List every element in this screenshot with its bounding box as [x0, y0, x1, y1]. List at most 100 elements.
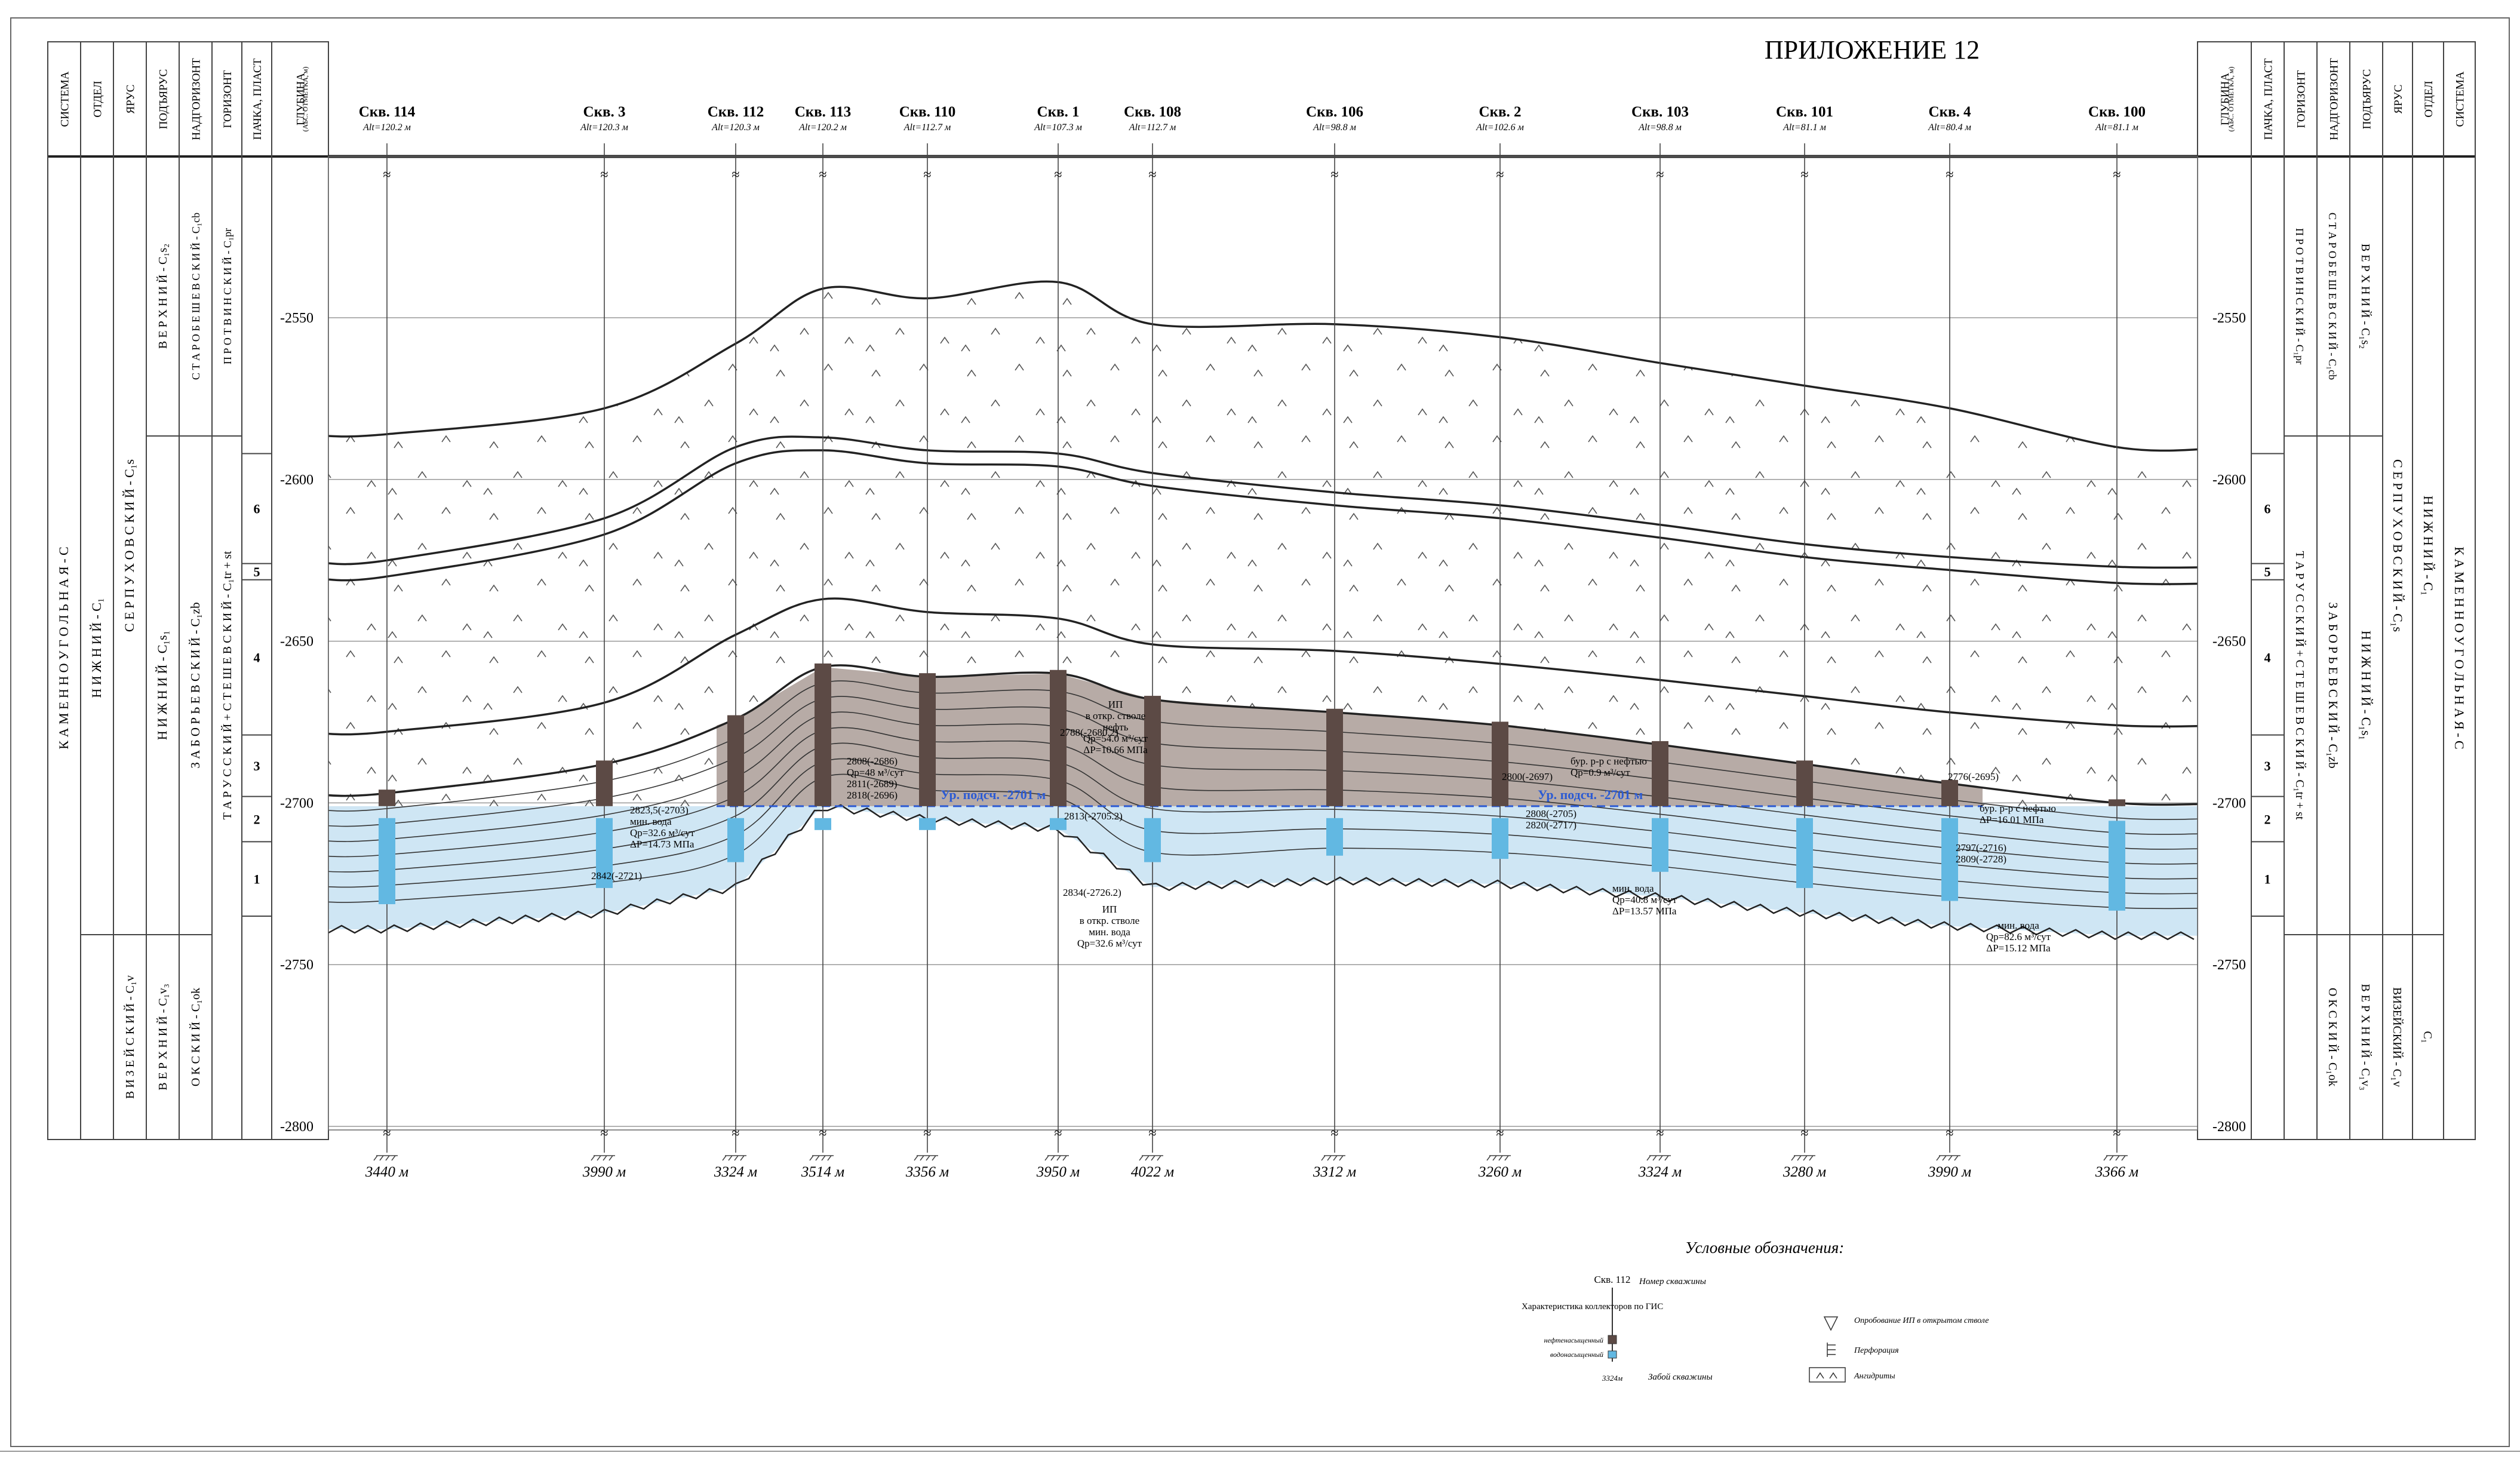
oil-collector — [379, 790, 395, 806]
water-collector — [815, 818, 831, 830]
water-collector — [727, 818, 744, 862]
water-collector — [1326, 818, 1343, 856]
right-header-cell: ЯРУС — [2392, 85, 2405, 114]
well-name: Скв. 106 — [1306, 104, 1363, 120]
strat-label: В Е Р Х Н И Й - С₁v₃ — [2359, 984, 2373, 1090]
test-result-well2: Qp=0.9 м³/сут — [1571, 767, 1630, 778]
well-altitude: Alt=120.2 м — [798, 122, 847, 133]
strat-label: В Е Р Х Н И Й - С₁s₂ — [2359, 244, 2373, 349]
well-total-depth: 3356 м — [905, 1164, 949, 1180]
horizon-r4 — [328, 664, 2198, 806]
break-symbol: ≈ — [1656, 1126, 1664, 1141]
owc-label-2: Ур. подсч. -2701 м — [1538, 787, 1643, 802]
pack-label: 3 — [2264, 758, 2271, 773]
well-total-depth: 3950 м — [1036, 1164, 1080, 1180]
strat-label: Т А Р У С С К И Й + С Т Е Ш Е В С К И Й … — [220, 551, 234, 819]
break-symbol: ≈ — [923, 1126, 931, 1141]
oil-collector — [1326, 708, 1343, 806]
test-result-well113: Qp=48 м³/сут — [847, 767, 904, 778]
strat-label: С Е Р П У Х О В С К И Й - С₁s — [2390, 459, 2405, 632]
well-13: Скв. 100 Alt=81.1 м ≈ ≈3366 м — [2088, 104, 2146, 1180]
oil-collector — [1652, 741, 1668, 806]
oil-collector — [2109, 799, 2125, 806]
well-total-depth: 3312 м — [1313, 1164, 1356, 1180]
test-result-well1: нефть — [1102, 721, 1128, 733]
test-result-well1: 2834(-2726.2) — [1063, 887, 1121, 898]
reservoir-layer — [328, 711, 2198, 850]
reservoir-layers — [328, 680, 2198, 910]
well-name: Скв. 101 — [1776, 104, 1833, 120]
oil-collector — [1941, 779, 1958, 806]
well-total-depth: 3260 м — [1478, 1164, 1522, 1180]
well-total-depth: 3324 м — [714, 1164, 757, 1180]
strat-label: В Е Р Х Н И Й - С₁s₂ — [156, 244, 170, 349]
test-result-well113: 2811(-2689) — [847, 778, 897, 790]
pack-label: 5 — [2264, 564, 2271, 579]
break-symbol: ≈ — [1330, 167, 1338, 183]
section-plot — [328, 155, 2198, 1131]
oil-collector — [727, 715, 744, 806]
reservoir-layer — [328, 680, 2198, 821]
reservoir-layer — [328, 758, 2198, 895]
test-result-well3: 2842(-2721) — [591, 870, 642, 882]
legend-gis-char: Характеристика коллекторов по ГИС — [1522, 1302, 1663, 1312]
test-result-well2: Qp=40.8 м³/сут — [1612, 894, 1677, 905]
strat-label: О К С К И Й - С₁ok — [189, 988, 202, 1086]
depth-label-left: -2550 — [280, 311, 314, 326]
oil-collector — [815, 663, 831, 806]
test-result-well1: в откр. стволе — [1086, 710, 1145, 721]
break-symbol: ≈ — [1054, 167, 1062, 183]
well-altitude: Alt=98.8 м — [1638, 122, 1682, 133]
break-symbol: ≈ — [383, 1126, 391, 1141]
right-header-cell: ОТДЕЛ — [2423, 81, 2435, 117]
well-total-depth: 4022 м — [1131, 1164, 1174, 1180]
right-header-cell: ГОРИЗОНТ — [2295, 70, 2308, 128]
left-header-cell: СИСТЕМА — [59, 71, 72, 127]
reservoir-layer — [328, 773, 2198, 910]
break-symbol: ≈ — [1054, 1126, 1062, 1141]
test-result-well2: мин. вода — [1612, 883, 1654, 894]
legend-oil-sat: нефтенасыщенный — [1544, 1336, 1603, 1344]
depth-label-right: -2700 — [2212, 796, 2246, 811]
test-result-well2: 2800(-2697) — [1502, 771, 1553, 782]
test-result-well3: 2823,5(-2703) — [630, 804, 689, 816]
reservoir-layer — [328, 742, 2198, 880]
well-altitude: Alt=120.3 м — [711, 122, 760, 133]
horizon-r2 — [328, 449, 2198, 585]
water-collector — [1050, 818, 1067, 830]
test-result-well3: ΔP=14.73 МПа — [630, 839, 694, 850]
test-result-well1: 2813(-2705.2) — [1064, 810, 1123, 822]
well-4: Скв. 113 Alt=120.2 м ≈ ≈3514 м — [795, 104, 852, 1180]
well-name: Скв. 113 — [795, 104, 852, 120]
wells: Скв. 114 Alt=120.2 м ≈ ≈3440 м Скв. 3 Alt=120… — [359, 104, 2146, 1180]
oil-collector — [919, 673, 936, 806]
well-total-depth: 3366 м — [2095, 1164, 2138, 1180]
legend: Условные обозначения: Скв. 112 Номер скв… — [1522, 1239, 1989, 1383]
break-symbol: ≈ — [383, 167, 391, 183]
well-2: Скв. 3 Alt=120.3 м ≈ ≈3990 м — [580, 104, 628, 1180]
oil-collector — [1144, 696, 1161, 806]
left-strat-column: СИСТЕМА ОТДЕЛ ЯРУС ПОДЪЯРУС НАДГОРИЗОНТ ГОРИЗ… — [47, 41, 329, 1140]
well-total-depth: 3990 м — [1928, 1164, 1971, 1180]
well-altitude: Alt=112.7 м — [1129, 122, 1176, 133]
owc-label-1: Ур. подсч. -2701 м — [941, 787, 1046, 802]
strat-label: З А Б О Р Ь Е В С К И Й - С₁zb — [188, 602, 202, 768]
legend-td-desc: Забой скважины — [1648, 1372, 1713, 1382]
legend-water-sat: водонасыщенный — [1550, 1350, 1603, 1359]
well-total-depth: 3324 м — [1638, 1164, 1682, 1180]
break-symbol: ≈ — [1148, 167, 1156, 183]
strat-label: ВИЗЕЙСКИЙ - С₁v — [2390, 987, 2404, 1087]
pack-label: 6 — [2264, 502, 2271, 517]
test-result-well1: Qp=54.0 м³/сут — [1083, 733, 1148, 744]
well-altitude: Alt=80.4 м — [1928, 122, 1971, 133]
well-total-depth: 3990 м — [582, 1164, 626, 1180]
break-symbol: ≈ — [2113, 167, 2121, 183]
test-result-well4: 2797(-2716) — [1956, 842, 2006, 853]
pack-label: 1 — [254, 872, 260, 887]
break-symbol: ≈ — [1148, 1126, 1156, 1141]
horizon-top — [328, 280, 2198, 452]
legend-perf-desc: Перфорация — [1854, 1346, 1899, 1355]
break-symbol: ≈ — [1946, 1126, 1953, 1141]
